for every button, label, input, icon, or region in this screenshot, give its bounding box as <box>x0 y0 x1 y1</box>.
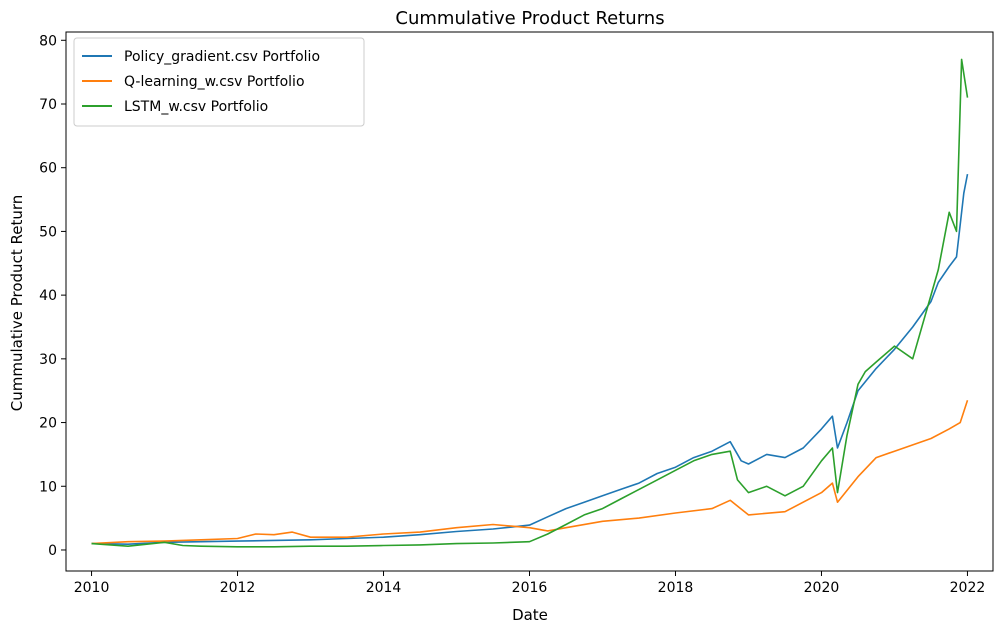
y-tick-label: 10 <box>39 479 57 495</box>
x-tick-label: 2012 <box>220 580 256 596</box>
x-axis-label: Date <box>512 606 548 624</box>
y-tick-label: 40 <box>39 288 57 304</box>
x-tick-label: 2014 <box>366 580 402 596</box>
axes-layer: 2010 2012 2014 2016 2018 2020 2022 0 10 20 30 40 50 6… <box>39 31 994 596</box>
y-tick-label: 50 <box>39 224 57 240</box>
series-line-1 <box>91 400 969 545</box>
y-tick-label: 70 <box>39 97 57 113</box>
x-tick-label: 2020 <box>804 580 840 596</box>
y-tick-label: 80 <box>39 33 57 49</box>
x-tick-label: 2022 <box>950 580 986 596</box>
legend: Policy_gradient.csv Portfolio Q-learning_… <box>73 37 365 127</box>
legend-box <box>73 37 365 127</box>
series-layer <box>91 58 969 548</box>
series-line-2 <box>91 58 969 548</box>
legend-label-1: Q-learning_w.csv Portfolio <box>124 74 305 90</box>
x-tick-label: 2010 <box>74 580 110 596</box>
legend-label-0: Policy_gradient.csv Portfolio <box>124 49 320 65</box>
x-tick-label: 2016 <box>512 580 548 596</box>
y-tick-label: 60 <box>39 161 57 177</box>
y-tick-label: 20 <box>39 416 57 432</box>
legend-label-2: LSTM_w.csv Portfolio <box>124 99 268 115</box>
chart-title: Cummulative Product Returns <box>395 8 664 29</box>
y-axis-label: Cummulative Product Return <box>8 195 26 412</box>
x-tick-label: 2018 <box>658 580 694 596</box>
series-line-0 <box>91 173 969 546</box>
y-tick-label: 0 <box>48 543 57 559</box>
y-tick-label: 30 <box>39 352 57 368</box>
